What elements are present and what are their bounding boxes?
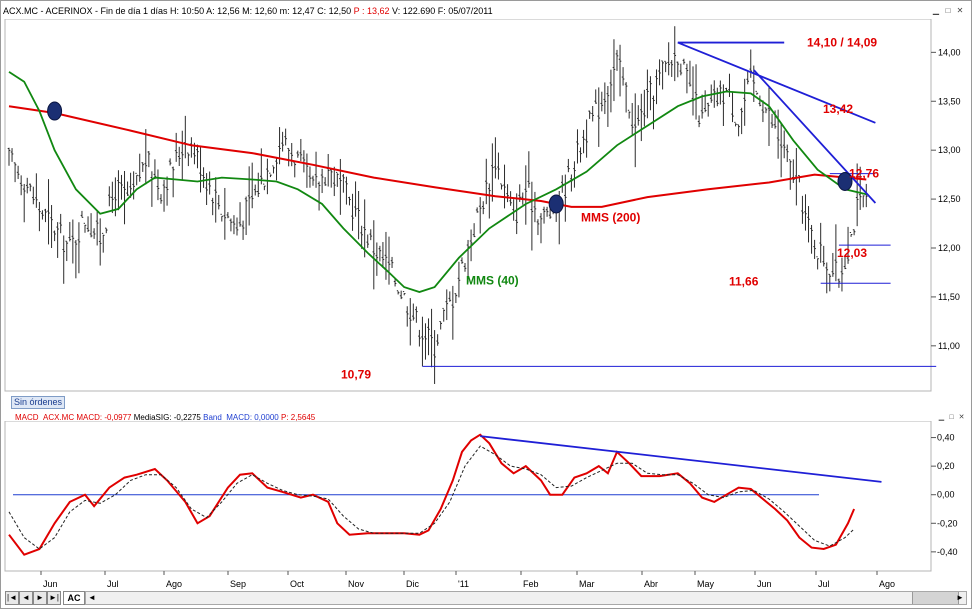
x-tick-label: Ago <box>166 579 182 589</box>
mms40-line <box>8 71 867 293</box>
macd-chart: -0,40 -0,20 0,00 0,20 0,40 Jun Jul Ago Sep Oct No… <box>4 421 958 589</box>
price-annotation: MMS (40) <box>466 273 519 287</box>
macd-y-tick-label: 0,00 <box>937 490 955 500</box>
ind-maximize-icon[interactable]: □ <box>949 414 954 421</box>
x-tick-label: Jun <box>757 579 772 589</box>
price-annotation: MMS (200) <box>581 211 640 225</box>
price-annotation: 11,66 <box>729 274 759 288</box>
ind-signal: MediaSIG: -0,2275 <box>133 413 201 422</box>
crossover-marker <box>837 171 853 191</box>
macd-y-tick-label: 0,40 <box>937 433 955 443</box>
x-tick-label: Mar <box>579 579 595 589</box>
mms200-line <box>8 105 867 208</box>
y-tick-label: 12,50 <box>938 194 961 204</box>
price-annotation: 12,76 <box>849 167 879 181</box>
close-icon[interactable]: ✕ <box>956 6 964 15</box>
x-tick-label: Nov <box>348 579 365 589</box>
price-annotation: 13,42 <box>823 102 853 116</box>
scroll-left-icon[interactable]: ◄ <box>88 593 96 602</box>
macd-trendline <box>480 435 882 483</box>
last-page-button[interactable]: ►| <box>47 591 61 605</box>
maximize-icon[interactable]: □ <box>945 6 951 15</box>
x-tick-label: Abr <box>644 579 658 589</box>
x-tick-label: Sep <box>230 579 246 589</box>
y-tick-label: 11,00 <box>938 341 960 351</box>
scroll-right-icon[interactable]: ► <box>956 593 964 602</box>
macd-y-tick-label: 0,20 <box>937 461 955 471</box>
ind-band: Band_MACD: 0,0000 <box>203 413 279 422</box>
indicator-header: MACD_ACX.MC MACD: -0,0977 MediaSIG: -0,2… <box>15 413 315 422</box>
y-tick-label: 11,50 <box>938 292 960 302</box>
macd-y-tick-label: -0,40 <box>937 547 958 557</box>
trendline <box>753 69 877 204</box>
crossover-marker <box>47 101 63 121</box>
ind-close-icon[interactable]: ✕ <box>958 414 965 421</box>
signal-line <box>8 445 855 550</box>
symbol-tab[interactable]: AC <box>63 591 85 605</box>
x-tick-label: Jun <box>43 579 58 589</box>
price-chart: 11,00 11,50 12,00 12,50 13,00 13,50 14,00 14,1… <box>4 19 961 392</box>
ind-minimize-icon[interactable]: ▁ <box>938 414 945 421</box>
trendline <box>677 41 876 124</box>
first-page-button[interactable]: |◄ <box>5 591 19 605</box>
price-header: ACX.MC - ACERINOX - Fin de día 1 días H:… <box>3 6 493 16</box>
sin-ordenes-label[interactable]: Sin órdenes <box>11 396 66 409</box>
ind-name: MACD_ACX.MC <box>15 413 75 422</box>
next-page-button[interactable]: ► <box>33 591 47 605</box>
header-tail: V: 122.690 F: 05/07/2011 <box>389 6 493 16</box>
y-tick-label: 12,00 <box>938 243 961 253</box>
x-tick-label: May <box>697 579 715 589</box>
y-tick-label: 13,50 <box>938 96 961 106</box>
macd-y-tick-label: -0,20 <box>937 518 958 528</box>
horizontal-scrollbar[interactable]: ◄ ► <box>85 591 967 605</box>
x-tick-label: '11 <box>458 579 469 589</box>
x-tick-label: Ago <box>879 579 895 589</box>
price-annotation: 10,79 <box>341 367 371 381</box>
header-text: ACX.MC - ACERINOX - Fin de día 1 días H:… <box>3 6 354 16</box>
x-tick-label: Dic <box>406 579 419 589</box>
crossover-marker <box>548 194 564 214</box>
ind-macd: MACD: -0,0977 <box>76 413 132 422</box>
x-tick-label: Jul <box>107 579 119 589</box>
minimize-icon[interactable]: ▁ <box>932 6 940 15</box>
price-annotation: 12,03 <box>837 246 867 260</box>
bottom-toolbar: |◄ ◄ ► ►| AC ◄ ► <box>3 591 969 605</box>
y-tick-label: 13,00 <box>938 145 961 155</box>
prev-page-button[interactable]: ◄ <box>19 591 33 605</box>
scrollbar-thumb[interactable] <box>912 592 959 604</box>
x-tick-label: Feb <box>523 579 539 589</box>
ind-p: P: 2,5645 <box>280 413 316 422</box>
x-tick-label: Jul <box>818 579 830 589</box>
price-annotation: 14,10 / 14,09 <box>807 36 877 50</box>
y-tick-label: 14,00 <box>938 47 961 57</box>
header-pchange: P : 13,62 <box>353 6 390 16</box>
x-tick-label: Oct <box>290 579 305 589</box>
